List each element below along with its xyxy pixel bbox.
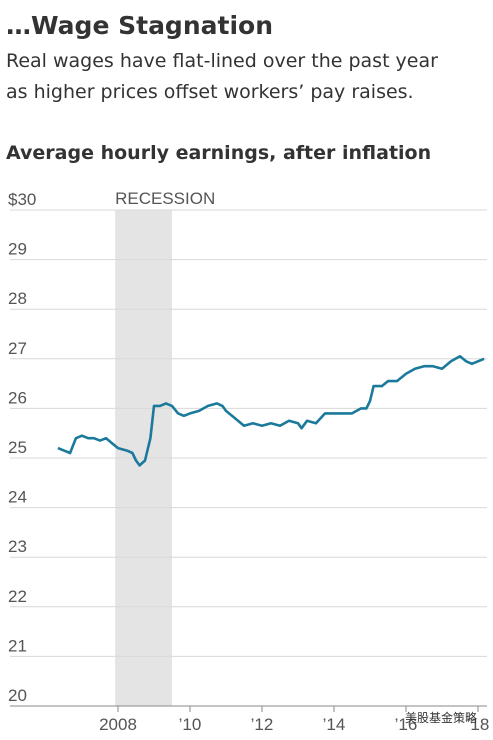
x-tick-label: ’18: [467, 715, 490, 734]
title: …Wage Stagnation: [6, 11, 273, 40]
y-tick-label: 22: [8, 587, 27, 606]
y-tick-label: 21: [8, 636, 27, 655]
x-tick-label: ’14: [323, 715, 346, 734]
subtitle: Real wages have flat-lined over the past…: [6, 50, 438, 72]
y-tick-label: 26: [8, 388, 27, 407]
y-tick-label: $30: [8, 190, 36, 209]
chart-title: Average hourly earnings, after inflation: [6, 142, 431, 164]
y-tick-label: 23: [8, 537, 27, 556]
data-line: [57, 355, 485, 467]
x-tick-label: ’10: [179, 715, 202, 734]
y-tick-label: 25: [8, 438, 27, 457]
x-tick-label: ’16: [395, 715, 418, 734]
y-tick-label: 20: [8, 686, 27, 705]
y-tick-label: 29: [8, 240, 27, 259]
y-tick-label: 28: [8, 289, 27, 308]
y-tick-label: 27: [8, 339, 27, 358]
x-tick-label: ’12: [251, 715, 274, 734]
subtitle: as higher prices offset workers’ pay rai…: [6, 81, 414, 103]
recession-label: RECESSION: [115, 189, 215, 208]
y-tick-label: 24: [8, 488, 27, 507]
x-tick-label: 2008: [99, 715, 137, 734]
watermark: 美股基金策略: [405, 710, 477, 725]
